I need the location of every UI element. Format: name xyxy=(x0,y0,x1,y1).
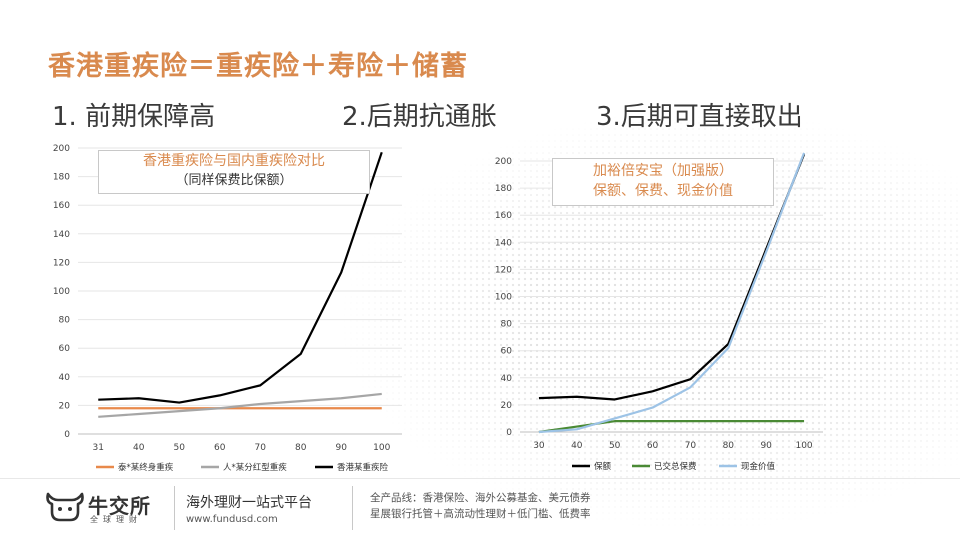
right-legend-label-1: 保额 xyxy=(594,461,612,472)
right-x-tick-label: 50 xyxy=(609,441,621,451)
left-y-tick-label: 180 xyxy=(53,173,70,183)
left-x-tick-label: 100 xyxy=(373,443,390,453)
left-legend-label-3: 香港某重疾险 xyxy=(337,462,389,473)
brand-name: 牛交所 xyxy=(88,494,151,518)
right-y-tick-label: 20 xyxy=(501,401,513,411)
footer-divider xyxy=(0,478,960,479)
right-legend-label-3: 现金价值 xyxy=(741,461,776,472)
left-series-line-2 xyxy=(98,392,382,418)
footer-line-2: 星展银行托管＋高流动性理财＋低门槛、低费率 xyxy=(370,508,591,520)
left-x-tick-label: 60 xyxy=(214,443,226,453)
chart-left-annotation: 香港重疾险与国内重疾险对比 （同样保费比保额） xyxy=(98,150,370,194)
right-y-tick-label: 140 xyxy=(495,238,512,248)
footer-url: www.fundusd.com xyxy=(186,514,278,525)
page-title: 香港重疾险＝重疾险＋寿险＋储蓄 xyxy=(48,51,468,82)
left-x-tick-label: 80 xyxy=(295,443,307,453)
left-x-tick-label: 31 xyxy=(93,443,104,453)
chart-left-annotation-title: 香港重疾险与国内重疾险对比 xyxy=(143,153,325,169)
chart-right-annotation: 加裕倍安宝（加强版） 保额、保费、现金价值 xyxy=(552,158,774,206)
left-y-tick-label: 140 xyxy=(53,230,70,240)
right-y-tick-label: 160 xyxy=(495,211,512,221)
left-series-line-3 xyxy=(98,151,383,404)
right-x-tick-label: 90 xyxy=(760,441,772,451)
left-x-tick-label: 70 xyxy=(255,443,267,453)
brand-logo: 牛交所 全球理财 xyxy=(44,488,184,528)
chart-left-annotation-subtitle: （同样保费比保额） xyxy=(175,173,293,188)
footer-separator-2 xyxy=(352,486,353,530)
left-y-tick-label: 120 xyxy=(53,258,70,268)
footer-product-info: 全产品线：香港保险、海外公募基金、美元债券 星展银行托管＋高流动性理财＋低门槛、… xyxy=(370,490,591,522)
left-y-tick-label: 200 xyxy=(53,144,70,154)
brand-tagline: 全球理财 xyxy=(90,515,142,524)
right-x-tick-label: 100 xyxy=(795,441,812,451)
footer-slogan: 海外理财一站式平台 xyxy=(186,495,312,511)
left-y-tick-label: 100 xyxy=(53,287,70,297)
left-x-tick-label: 40 xyxy=(133,443,145,453)
left-legend-label-1: 泰*某终身重疾 xyxy=(118,462,174,473)
chart-right-annotation-title: 加裕倍安宝（加强版） xyxy=(593,163,733,179)
point-3: 3.后期可直接取出 xyxy=(596,102,803,132)
left-y-tick-label: 160 xyxy=(53,201,70,211)
right-x-tick-label: 60 xyxy=(647,441,659,451)
left-y-tick-label: 60 xyxy=(59,344,71,354)
left-x-tick-label: 50 xyxy=(174,443,186,453)
right-legend-label-2: 已交总保费 xyxy=(654,461,697,472)
right-y-tick-label: 60 xyxy=(501,347,513,357)
right-y-tick-label: 40 xyxy=(501,374,513,384)
right-x-tick-label: 70 xyxy=(685,441,697,451)
right-series-line-3 xyxy=(538,152,806,434)
left-y-tick-label: 80 xyxy=(59,316,71,326)
left-x-tick-label: 90 xyxy=(336,443,348,453)
right-x-tick-label: 80 xyxy=(723,441,735,451)
left-y-tick-label: 40 xyxy=(59,373,71,383)
footer-slogan-block: 海外理财一站式平台 www.fundusd.com xyxy=(186,492,312,525)
right-y-tick-label: 0 xyxy=(506,428,512,438)
bull-logo-icon xyxy=(46,492,84,522)
point-1: 1. 前期保障高 xyxy=(52,102,216,132)
footer-separator-1 xyxy=(174,486,175,530)
right-x-tick-label: 30 xyxy=(533,441,545,451)
right-y-tick-label: 120 xyxy=(495,265,512,275)
footer-line-1: 全产品线：香港保险、海外公募基金、美元债券 xyxy=(370,492,591,504)
right-series-line-2 xyxy=(538,420,805,434)
right-y-tick-label: 180 xyxy=(495,184,512,194)
right-y-tick-label: 100 xyxy=(495,293,512,303)
left-y-tick-label: 20 xyxy=(59,401,71,411)
right-y-tick-label: 80 xyxy=(501,320,513,330)
chart-right-annotation-subtitle: 保额、保费、现金价值 xyxy=(593,183,733,199)
right-x-tick-label: 40 xyxy=(571,441,583,451)
left-y-tick-label: 0 xyxy=(64,430,70,440)
right-y-tick-label: 200 xyxy=(495,157,512,167)
point-2: 2.后期抗通胀 xyxy=(342,102,497,132)
left-legend-label-2: 人*某分红型重疾 xyxy=(223,462,287,473)
